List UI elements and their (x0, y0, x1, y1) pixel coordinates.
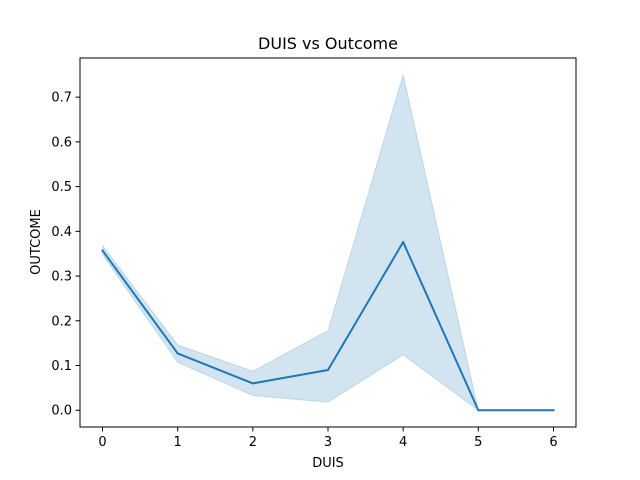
y-tick-label: 0.2 (51, 314, 72, 329)
x-tick-label: 3 (324, 435, 332, 450)
series-line-layer (101, 241, 555, 412)
x-axis-label: DUIS (312, 456, 344, 471)
y-tick-label: 0.0 (51, 404, 72, 419)
y-tick-label: 0.6 (51, 135, 72, 150)
x-tick-label: 0 (98, 435, 106, 450)
data-point (477, 409, 480, 412)
x-tick-label: 5 (474, 435, 482, 450)
y-tick-label: 0.7 (51, 91, 72, 106)
data-point (251, 382, 254, 385)
chart-title: DUIS vs Outcome (258, 34, 398, 53)
y-tick-label: 0.1 (51, 359, 72, 374)
x-tick-label: 2 (249, 435, 257, 450)
data-point (402, 241, 405, 244)
data-point (176, 352, 179, 355)
data-point (101, 249, 104, 252)
x-axis: 0 1 2 3 4 5 6 (98, 427, 558, 450)
data-point (552, 409, 555, 412)
y-axis: 0.0 0.1 0.2 0.3 0.4 0.5 0.6 0.7 (51, 91, 80, 419)
y-axis-label: OUTCOME (29, 209, 44, 275)
x-tick-label: 6 (549, 435, 557, 450)
x-tick-label: 1 (174, 435, 182, 450)
y-tick-label: 0.3 (51, 270, 72, 285)
y-tick-label: 0.5 (51, 180, 72, 195)
data-point (327, 368, 329, 371)
y-tick-label: 0.4 (51, 225, 72, 240)
x-tick-label: 4 (399, 435, 407, 450)
